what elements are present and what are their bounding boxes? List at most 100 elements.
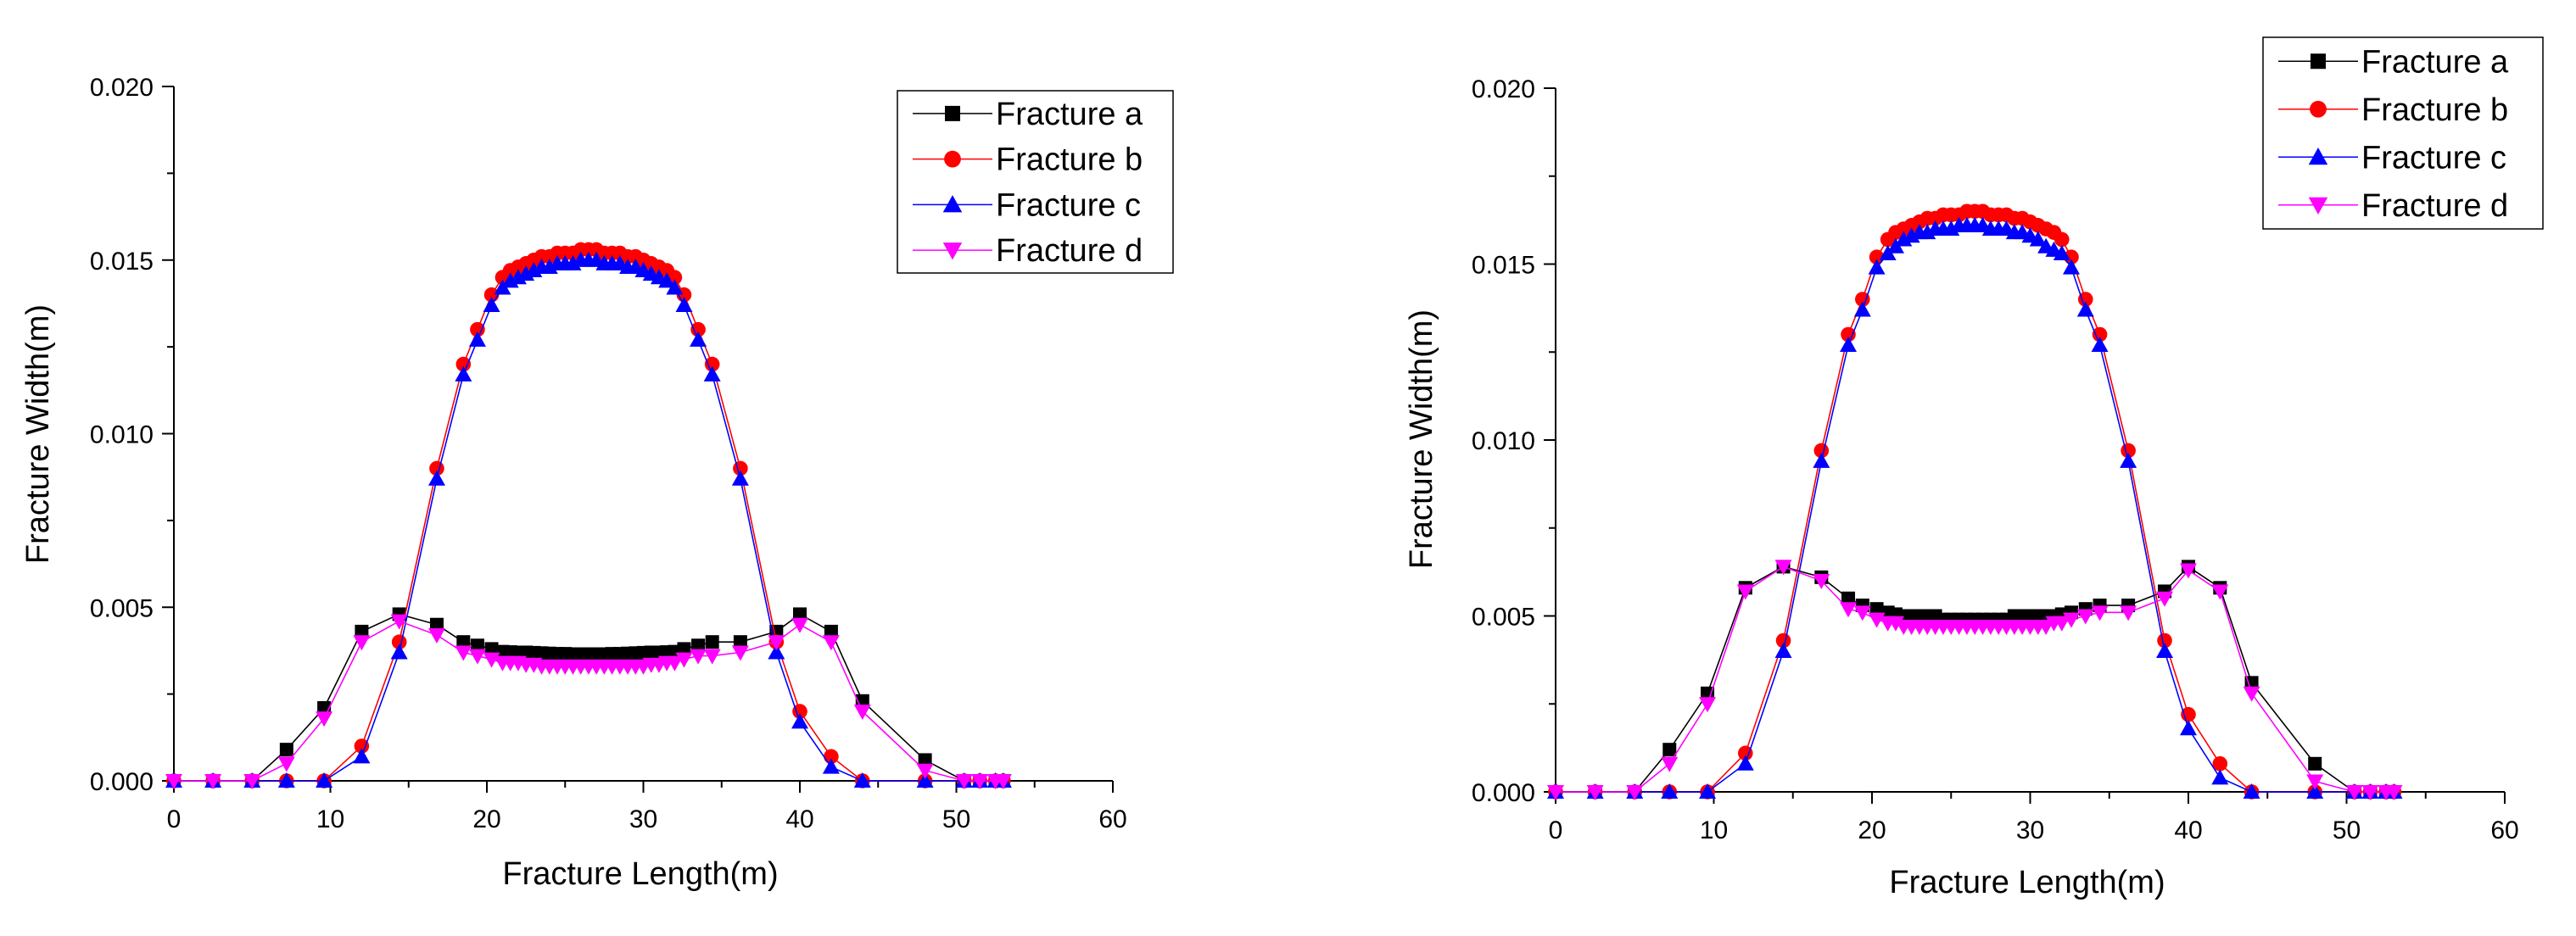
series-line	[1556, 566, 2394, 793]
legend: Fracture a Fracture b Fracture c Fracture d	[2262, 36, 2544, 230]
data-point	[1626, 785, 1644, 800]
legend-marker	[942, 242, 963, 260]
data-point	[2053, 616, 2070, 632]
x-tick-label: 50	[942, 805, 970, 833]
data-point	[353, 635, 371, 651]
data-point	[243, 774, 261, 789]
data-point	[2212, 756, 2228, 772]
data-point	[731, 470, 749, 486]
data-point	[427, 470, 445, 486]
data-point	[2244, 676, 2259, 690]
data-point	[1699, 697, 1717, 713]
data-point	[1662, 743, 1677, 757]
data-point	[277, 772, 295, 788]
chart-panel-2: 0 10 20 30 40 50 60 0.000 0.005 0.010 0.015 0.020 Fr…	[1404, 36, 2544, 900]
data-point	[2157, 632, 2172, 649]
data-point	[468, 331, 486, 347]
data-point	[470, 321, 485, 337]
data-point	[918, 753, 932, 767]
data-point	[704, 356, 720, 372]
y-tick-label: 0.000	[90, 768, 154, 796]
data-point	[2120, 605, 2137, 621]
legend-label: Fracture d	[2361, 188, 2508, 224]
x-tick-label: 60	[1098, 805, 1126, 833]
data-point	[2054, 231, 2070, 248]
y-tick-label: 0.000	[1472, 779, 1535, 807]
legend-label: Fracture c	[2361, 140, 2506, 176]
legend-marker	[942, 195, 963, 213]
data-point	[2180, 563, 2197, 579]
data-point	[2180, 720, 2197, 736]
data-point	[1775, 632, 1791, 649]
data-point	[853, 772, 871, 788]
data-point	[703, 649, 721, 665]
series-line	[174, 259, 1003, 782]
legend-marker	[2308, 197, 2328, 214]
data-point	[1869, 602, 1884, 616]
data-point	[703, 365, 721, 382]
x-axis-label: Fracture Length(m)	[502, 856, 778, 892]
legend-box	[2262, 36, 2544, 230]
data-point	[666, 279, 684, 295]
series-fracture-a	[167, 607, 1010, 788]
data-point	[355, 624, 369, 638]
data-point	[2092, 326, 2108, 343]
data-point	[470, 638, 484, 653]
y-tick-label: 0.010	[90, 421, 154, 449]
data-point	[353, 748, 371, 764]
data-point	[316, 711, 333, 727]
y-tick-label: 0.015	[90, 248, 154, 276]
data-point	[204, 774, 222, 789]
data-point	[468, 649, 486, 665]
data-point	[1853, 605, 1871, 621]
series-fracture-d	[1547, 560, 2403, 800]
data-point	[1774, 560, 1792, 576]
data-point	[853, 705, 871, 721]
legend-marker	[2308, 148, 2328, 165]
data-point	[822, 635, 840, 651]
data-point	[1869, 249, 1885, 265]
data-point	[666, 655, 684, 671]
data-point	[1736, 755, 1754, 771]
data-point	[822, 758, 840, 774]
legend-marker	[945, 105, 960, 121]
data-point	[793, 607, 807, 621]
data-point	[427, 628, 445, 644]
data-point	[2306, 774, 2324, 790]
data-point	[390, 614, 408, 630]
chart-panel-1: 0 10 20 30 40 50 60 0.000 0.005 0.010 0.015 0.020 Fr…	[20, 74, 1174, 892]
data-point	[1661, 783, 1679, 799]
data-point	[1853, 301, 1871, 317]
data-point	[456, 635, 471, 649]
x-tick-label: 40	[2174, 816, 2202, 844]
legend-label: Fracture c	[996, 187, 1141, 223]
data-point	[165, 774, 182, 789]
data-point	[2156, 591, 2174, 607]
data-point	[768, 644, 785, 660]
legend-label: Fracture a	[2361, 44, 2509, 80]
data-point	[429, 617, 444, 632]
x-tick-label: 10	[1700, 816, 1728, 844]
data-point	[2385, 785, 2403, 800]
series-line	[174, 248, 1003, 782]
data-point	[2345, 785, 2363, 800]
y-tick-label: 0.010	[1472, 427, 1535, 455]
series-line	[174, 620, 1003, 782]
data-point	[2062, 259, 2080, 275]
series-line	[1556, 225, 2394, 793]
data-point	[955, 774, 973, 789]
y-tick-label: 0.020	[1472, 75, 1535, 103]
x-tick-label: 50	[2333, 816, 2361, 844]
data-point	[279, 743, 293, 757]
data-point	[2062, 612, 2080, 628]
data-point	[1661, 756, 1679, 772]
data-point	[824, 624, 838, 638]
y-tick-label: 0.005	[90, 594, 154, 622]
legend-label: Fracture a	[996, 97, 1143, 132]
y-axis-label: Fracture Width(m)	[1404, 309, 1439, 569]
x-tick-label: 20	[472, 805, 500, 833]
data-point	[2306, 783, 2324, 799]
data-point	[658, 272, 676, 288]
y-tick-label: 0.005	[1472, 604, 1535, 632]
